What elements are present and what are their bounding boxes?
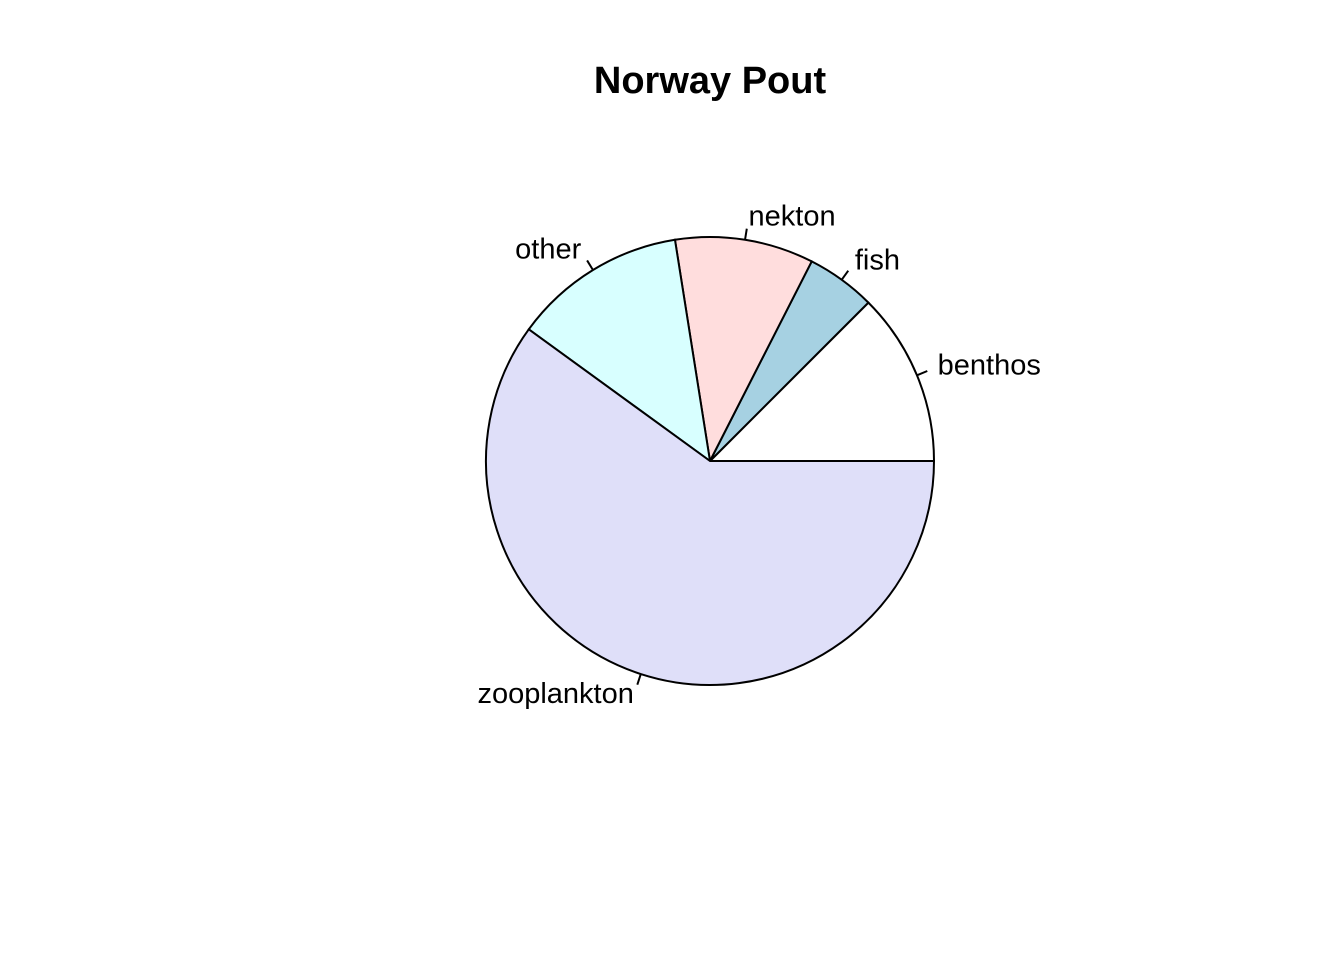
leader-line-fish [840, 270, 850, 281]
pie-slice-nekton [673, 236, 814, 465]
pie-slice-benthos [707, 301, 936, 462]
slice-label-nekton: nekton [749, 200, 836, 232]
pie-slice-zooplankton [485, 327, 936, 686]
pie-leader-lines [586, 228, 928, 685]
pie-slices [485, 236, 936, 686]
chart-title: Norway Pout [594, 60, 827, 102]
leader-line-other [586, 259, 594, 271]
leader-line-nekton [744, 228, 748, 240]
slice-label-zooplankton: zooplankton [477, 678, 633, 710]
pie-slice-other [527, 238, 712, 464]
pie-labels: benthos fish nekton other zooplankton [477, 200, 1040, 710]
slice-label-benthos: benthos [938, 349, 1041, 381]
leader-line-benthos [916, 370, 928, 377]
leader-line-zooplankton [636, 673, 642, 685]
slice-label-fish: fish [855, 244, 900, 276]
slice-label-other: other [515, 234, 581, 266]
